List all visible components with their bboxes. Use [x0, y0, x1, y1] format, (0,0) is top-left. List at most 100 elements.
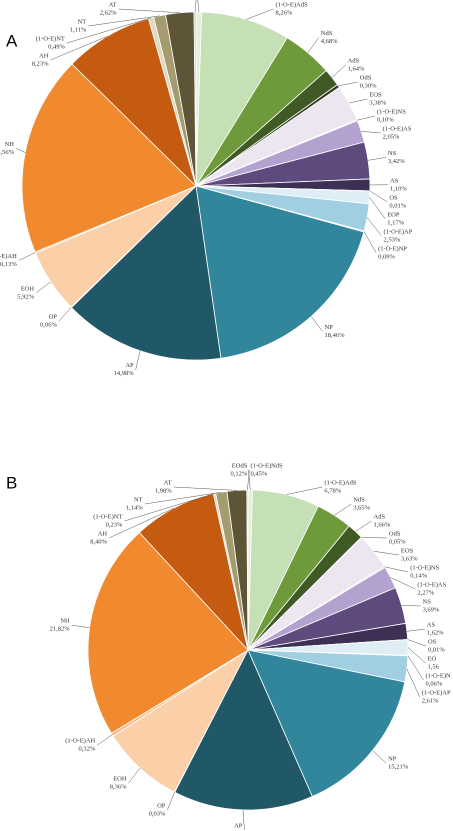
slice-label: (1-O-E)AS — [417, 582, 446, 589]
leader-line — [15, 148, 26, 153]
leader-line — [108, 508, 174, 539]
slice-label: NS — [423, 599, 432, 606]
leader-line — [366, 217, 382, 236]
leader-line — [197, 0, 200, 13]
value-label: 3,63% — [401, 556, 418, 563]
value-label: 3,42% — [388, 158, 405, 165]
slice-label: NH — [5, 141, 15, 148]
value-label: 1,17% — [387, 219, 404, 226]
leader-line — [369, 190, 388, 203]
slice-label: (1-O-E)NT — [36, 35, 65, 42]
value-label: 0,49% — [48, 43, 65, 50]
slice-label: NdS — [321, 30, 333, 37]
leader-line — [246, 8, 274, 20]
leader-line — [348, 98, 368, 104]
leader-line — [311, 316, 323, 332]
slice-label: (1-O-E)AH — [0, 253, 17, 260]
leader-line — [58, 307, 72, 322]
slice-label: EOP — [387, 211, 400, 218]
leader-line — [242, 809, 245, 830]
slice-label: EOdS — [232, 462, 248, 469]
value-label: 8,40% — [90, 538, 107, 545]
slice-label: (1-O-E)NS — [377, 108, 406, 115]
value-label: 0,01% — [428, 647, 445, 654]
slice-label: EOS — [401, 548, 414, 555]
leader-line — [361, 537, 387, 539]
leader-line — [88, 15, 160, 27]
value-label: 1,11% — [70, 26, 87, 33]
value-label: 0,13% — [0, 261, 17, 268]
leader-line — [124, 493, 215, 522]
slice-label: AP — [234, 822, 243, 829]
value-label: 21,82% — [50, 626, 71, 633]
leader-line — [334, 503, 352, 516]
slice — [87, 531, 249, 734]
slice-label: OdS — [389, 531, 401, 538]
leader-line — [247, 469, 250, 491]
slice-label: (1-O-E)AH — [65, 738, 95, 745]
value-label: 18,56% — [0, 149, 15, 156]
leader-line — [407, 647, 426, 664]
leader-line — [97, 734, 113, 746]
value-label: 0,23% — [106, 521, 123, 528]
leader-line — [338, 81, 358, 87]
leader-line — [372, 750, 387, 764]
value-label: 0,03% — [149, 810, 166, 817]
value-label: 0,12% — [231, 470, 248, 477]
leader-line — [401, 604, 421, 607]
value-label: 1,98% — [155, 487, 172, 494]
leader-line — [390, 577, 416, 590]
leader-line — [369, 197, 386, 219]
slice-label: AH — [98, 530, 108, 537]
slice-label: OS — [428, 639, 437, 646]
slice-label: OdS — [360, 74, 372, 81]
slice — [70, 185, 222, 361]
slice — [195, 185, 365, 359]
value-label: 2,05% — [383, 133, 400, 140]
slice-label: OP — [157, 802, 166, 809]
value-label: 1,66% — [374, 522, 391, 529]
leader-line — [363, 231, 377, 253]
value-label: 4,68% — [321, 38, 338, 45]
slice-label: EOH — [113, 775, 127, 782]
slice — [174, 649, 313, 811]
value-label: 18,46% — [324, 332, 345, 339]
slice — [21, 63, 197, 253]
slice-label: (1-O-E)NP — [378, 245, 407, 252]
slice-label: (1-O-E)NS — [410, 565, 439, 572]
panel-label: A — [6, 31, 18, 50]
slice-label: (1-O-E)NT — [93, 513, 122, 520]
leader-line — [331, 64, 346, 78]
leader-line — [50, 36, 108, 61]
slice — [195, 11, 288, 188]
leader-line — [355, 520, 372, 532]
slice-label: AS — [390, 177, 399, 184]
leader-line — [373, 551, 399, 556]
slice-label: EOH — [21, 285, 35, 292]
slice-label: EOS — [369, 91, 382, 98]
leader-line — [18, 252, 36, 261]
value-label: 2,61% — [422, 698, 439, 705]
value-label: 14,98% — [114, 370, 135, 377]
value-label: 8,23% — [32, 60, 49, 67]
slice-label: (1-O-E)AP — [422, 690, 451, 697]
value-label: 3,65% — [353, 505, 370, 512]
leader-line — [66, 17, 152, 44]
slice-label: (1-O-E)N — [425, 673, 451, 680]
value-label: 5,92% — [17, 293, 34, 300]
value-label: 0,10% — [377, 116, 394, 123]
leader-line — [357, 115, 375, 121]
slice-label: (1-O-E)AS — [383, 125, 412, 132]
value-label: 0,32% — [78, 746, 95, 753]
leader-line — [144, 492, 222, 505]
value-label: 0,30% — [360, 82, 377, 89]
slice-label: AS — [427, 622, 436, 629]
value-label: 1,64% — [348, 65, 365, 72]
value-label: 8,36% — [110, 783, 127, 790]
panel-label: B — [6, 473, 17, 492]
leader-line — [167, 792, 175, 811]
leader-line — [407, 655, 424, 681]
leader-line — [118, 8, 180, 14]
slice-label: NT — [78, 18, 87, 25]
